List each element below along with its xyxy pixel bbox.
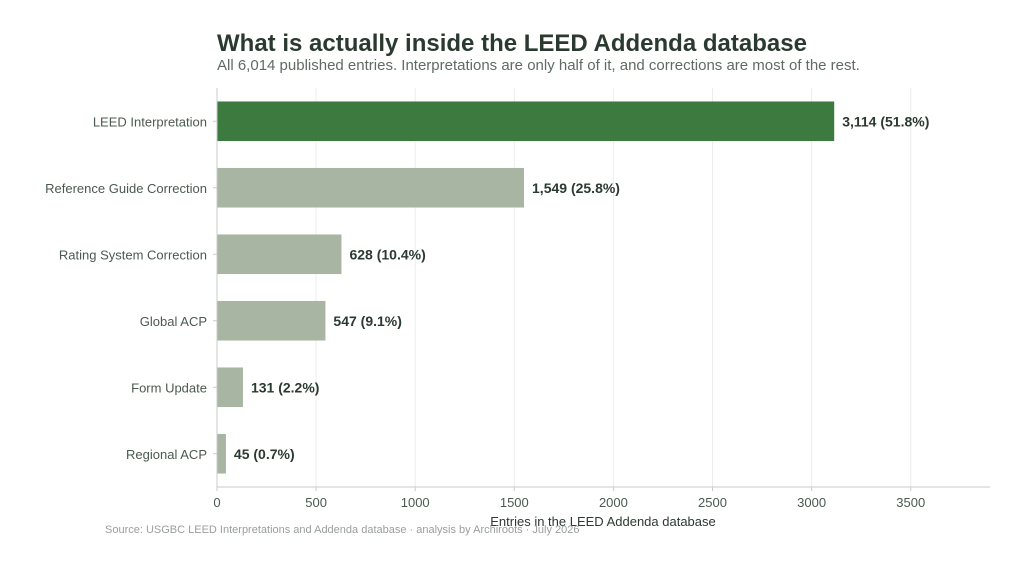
x-tick-label: 3000 [797, 495, 826, 510]
bars [217, 101, 835, 474]
data-label: 45 (0.7%) [234, 446, 295, 462]
bar [217, 234, 342, 275]
source-note: Source: USGBC LEED Interpretations and A… [105, 524, 580, 536]
data-label: 628 (10.4%) [349, 246, 425, 262]
x-tick-label: 3500 [896, 495, 925, 510]
x-tick-label: 2500 [698, 495, 727, 510]
bar [217, 433, 226, 474]
bar [217, 300, 326, 341]
category-label: Global ACP [140, 314, 207, 329]
grid-lines [216, 88, 912, 487]
axes [213, 88, 990, 491]
category-label: Form Update [131, 380, 207, 395]
bar [217, 367, 243, 408]
x-tick-label: 500 [305, 495, 327, 510]
bar [217, 101, 835, 142]
category-label: Rating System Correction [59, 247, 207, 262]
category-label: Regional ACP [126, 447, 207, 462]
data-label: 1,549 (25.8%) [532, 180, 620, 196]
x-tick-label: 2000 [599, 495, 628, 510]
data-label: 547 (9.1%) [333, 313, 401, 329]
labels: 3,114 (51.8%) LEED Interpretation 1,549 (2… [45, 113, 929, 510]
data-label: 3,114 (51.8%) [842, 113, 929, 129]
x-tick-label: 1000 [401, 495, 430, 510]
category-label: Reference Guide Correction [45, 181, 207, 196]
bar [217, 167, 525, 208]
category-label: LEED Interpretation [93, 114, 207, 129]
data-label: 131 (2.2%) [251, 379, 319, 395]
x-tick-label: 0 [213, 495, 220, 510]
x-tick-label: 1500 [500, 495, 529, 510]
chart-subtitle: All 6,014 published entries. Interpretat… [217, 57, 860, 74]
chart-title: What is actually inside the LEED Addenda… [217, 30, 807, 57]
x-axis-title: Entries in the LEED Addenda database [490, 514, 716, 529]
